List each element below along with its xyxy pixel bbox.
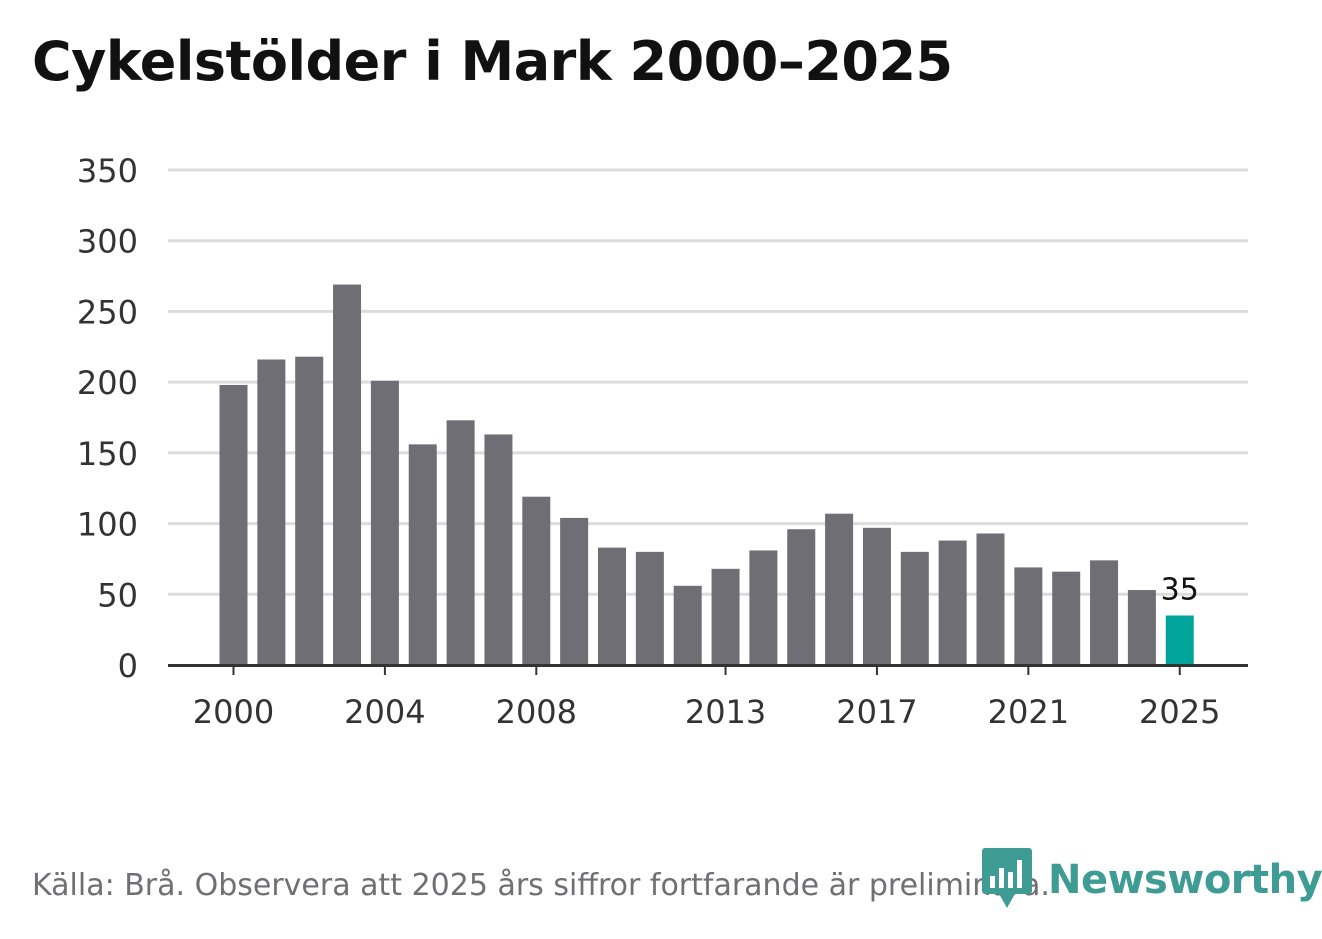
bar-2000 xyxy=(219,384,248,665)
bar-2017 xyxy=(862,527,891,665)
data-labels: 35 xyxy=(1161,573,1199,608)
bar-2007 xyxy=(484,434,513,665)
bar-2016 xyxy=(825,513,854,665)
newsworthy-logo-icon xyxy=(982,848,1032,908)
bar-2018 xyxy=(900,551,929,665)
y-tick-label: 50 xyxy=(97,576,138,614)
x-tick-label: 2025 xyxy=(1139,693,1220,731)
y-tick-label: 350 xyxy=(77,152,138,190)
bar-2019 xyxy=(938,540,967,665)
y-tick-label: 200 xyxy=(77,364,138,402)
bar-2005 xyxy=(408,444,437,665)
x-tick-label: 2021 xyxy=(988,693,1069,731)
brand: Newsworthy xyxy=(982,848,1322,912)
bar-2003 xyxy=(333,284,362,665)
y-tick-label: 150 xyxy=(77,435,138,473)
x-axis-ticks: 2000 2004 2008 2013 2017 2021 2025 xyxy=(193,665,1220,731)
bar-2012 xyxy=(673,585,702,665)
bar-2008 xyxy=(522,496,551,665)
bar-2014 xyxy=(749,550,778,665)
bar-2020 xyxy=(976,533,1005,665)
bar-2021 xyxy=(1014,567,1043,665)
bar-2010 xyxy=(598,547,626,665)
x-tick-label: 2017 xyxy=(836,693,917,731)
bar-2024 xyxy=(1127,590,1156,665)
y-tick-label: 300 xyxy=(77,223,138,261)
bar-2022 xyxy=(1052,571,1081,665)
x-tick-label: 2008 xyxy=(496,693,577,731)
data-label-2025: 35 xyxy=(1161,573,1199,608)
y-tick-label: 0 xyxy=(118,647,138,685)
bar-2011 xyxy=(635,551,664,665)
chart-title: Cykelstölder i Mark 2000–2025 xyxy=(32,30,953,93)
bar-2009 xyxy=(560,517,589,665)
bar-2006 xyxy=(446,420,475,665)
grid-lines xyxy=(168,168,1248,596)
bars xyxy=(219,284,1194,665)
bar-2002 xyxy=(295,356,324,665)
x-tick-label: 2000 xyxy=(193,693,274,731)
y-tick-label: 250 xyxy=(77,293,138,331)
bar-2004 xyxy=(370,380,399,665)
y-tick-label: 100 xyxy=(77,506,138,544)
bar-2015 xyxy=(787,529,816,665)
bar-2001 xyxy=(257,359,286,665)
bar-2025 xyxy=(1165,615,1194,665)
y-axis-ticks: 0 50 100 150 200 250 300 350 xyxy=(77,152,138,685)
x-tick-label: 2004 xyxy=(344,693,425,731)
bar-2013 xyxy=(711,568,740,665)
x-tick-label: 2013 xyxy=(685,693,766,731)
source-note: Källa: Brå. Observera att 2025 års siffr… xyxy=(32,868,1050,903)
bar-2023 xyxy=(1090,560,1119,665)
brand-name: Newsworthy xyxy=(1048,857,1322,903)
